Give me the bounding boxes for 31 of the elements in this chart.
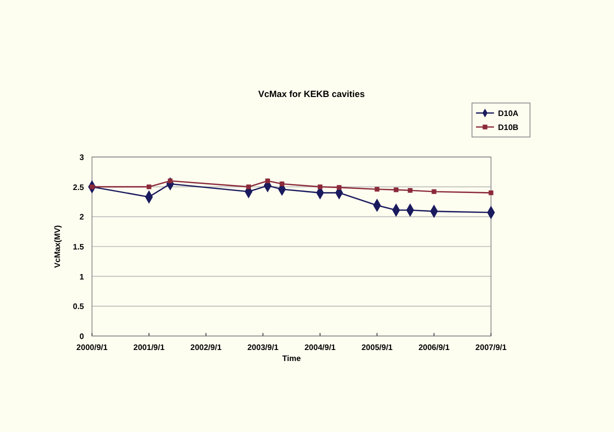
point [394,187,398,192]
y-tick-label: 0 [80,332,85,341]
point [374,186,380,192]
x-tick-label: 2000/9/1 [76,343,108,352]
y-tick-label: 1.5 [72,242,85,252]
point [432,189,436,194]
point [265,178,270,184]
point [488,190,494,196]
y-tick-label: 0.5 [72,302,85,312]
point [146,184,152,190]
point [246,184,251,190]
point [318,184,322,190]
x-tick-label: 2006/9/1 [418,343,450,352]
chart-title: VcMax for KEKB cavities [258,89,365,99]
x-tick-label: 2004/9/1 [304,343,336,352]
point [336,185,342,190]
y-tick-label: 1 [80,272,85,282]
point [280,182,284,186]
legend-label: D10A [498,109,519,118]
x-tick-label: 2001/9/1 [133,343,166,352]
x-axis-title: Time [282,354,302,363]
legend-label: D10B [498,123,519,132]
point [408,188,412,193]
y-tick-label: 2.5 [72,182,85,192]
y-tick-label: 2 [80,212,85,222]
x-tick-label: 2002/9/1 [190,343,222,352]
x-tick-label: 2003/9/1 [247,343,280,352]
y-axis-title: VcMax(MV) [53,224,62,268]
y-tick-label: 3 [80,153,85,162]
x-tick-label: 2007/9/1 [475,343,508,352]
x-tick-label: 2005/9/1 [361,343,394,352]
